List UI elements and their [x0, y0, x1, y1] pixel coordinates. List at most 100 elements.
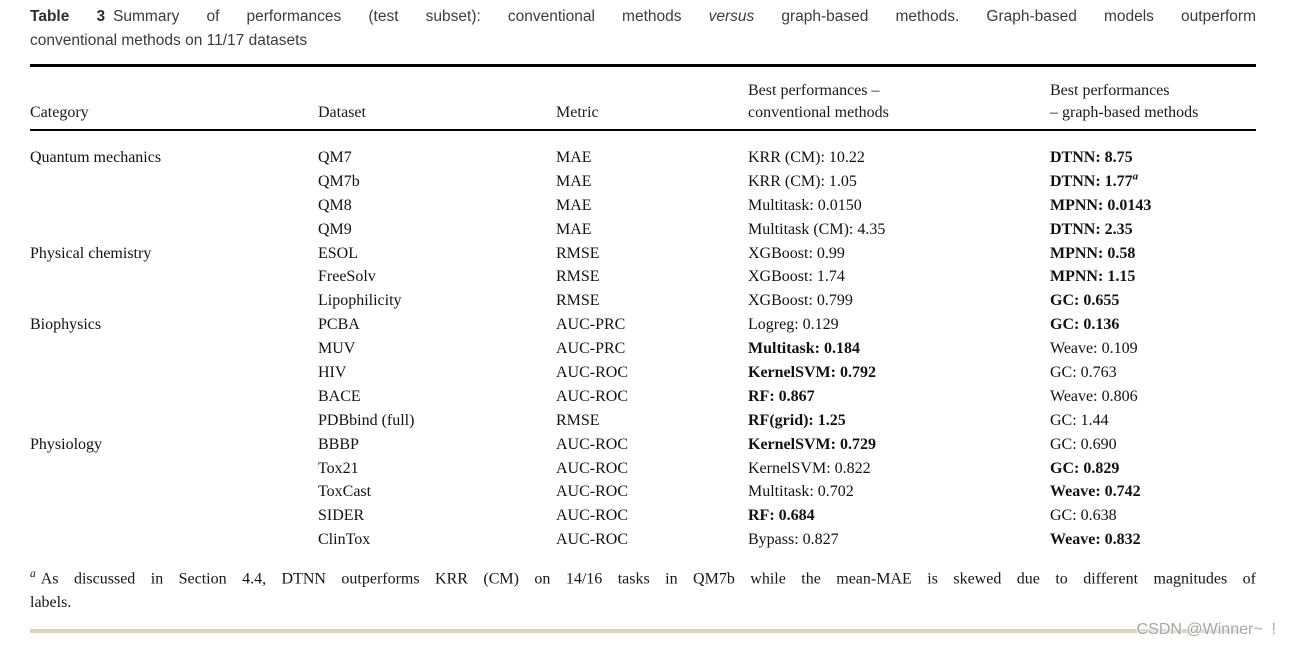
dataset-cell: ToxCast [318, 483, 372, 501]
table-row: SIDER AUC-ROC RF: 0.684 GC: 0.638 [30, 504, 1256, 528]
graph-best-text: Weave: 0.832 [1050, 531, 1141, 549]
dataset-cell: PCBA [318, 316, 360, 334]
conventional-best-cell: KernelSVM: 0.822 [748, 459, 871, 477]
category-cell [30, 337, 318, 361]
header-graph-best: Best performances – graph-based methods [1050, 80, 1256, 124]
graph-best-cell: MPNN: 0.58 [1050, 242, 1256, 266]
category-cell [30, 361, 318, 385]
conventional-best-cell: Multitask: 0.184 [748, 340, 860, 358]
dataset-cell: QM8 [318, 196, 352, 214]
graph-best-text: GC: 0.638 [1050, 507, 1117, 525]
table-row: Biophysics PCBA AUC-PRC Logreg: 0.129 GC… [30, 313, 1256, 337]
metric-cell: MAE [556, 172, 592, 190]
graph-best-cell: GC: 0.829 [1050, 457, 1256, 481]
table-row: QM9 MAE Multitask (CM): 4.35 DTNN: 2.35 [30, 218, 1256, 242]
graph-best-cell: Weave: 0.742 [1050, 480, 1256, 504]
table-header-rule [30, 129, 1256, 131]
header-graph-line-1: Best performances [1050, 82, 1170, 99]
metric-cell: AUC-ROC [556, 483, 629, 501]
footnote-line-1: a As discussed in Section 4.4, DTNN outpe… [30, 562, 1256, 591]
dataset-cell: MUV [318, 340, 356, 358]
metric-cell: MAE [556, 220, 592, 238]
category-cell [30, 409, 318, 433]
graph-best-text: GC: 0.763 [1050, 364, 1117, 382]
caption-line-2: conventional methods on 11/17 datasets [30, 32, 308, 49]
header-graph-line-2: – graph-based methods [1050, 104, 1199, 121]
dataset-cell: BBBP [318, 435, 359, 453]
footnote-text: As discussed in Section 4.4, DTNN outper… [40, 570, 1256, 588]
graph-best-cell: MPNN: 0.0143 [1050, 194, 1256, 218]
graph-best-text: MPNN: 1.15 [1050, 268, 1136, 286]
conventional-best-cell: Multitask: 0.0150 [748, 196, 862, 214]
category-cell: Physical chemistry [30, 244, 152, 262]
header-conventional-line-1: Best performances – [748, 82, 880, 99]
conventional-best-cell: XGBoost: 0.799 [748, 292, 853, 310]
graph-best-cell: GC: 0.690 [1050, 433, 1256, 457]
metric-cell: MAE [556, 149, 592, 166]
dataset-cell: HIV [318, 364, 347, 382]
table-row: Tox21 AUC-ROC KernelSVM: 0.822 GC: 0.829 [30, 457, 1256, 481]
dataset-cell: BACE [318, 387, 361, 405]
metric-cell: AUC-ROC [556, 387, 629, 405]
caption-line-1: Table 3 Summary of performances (test sub… [30, 5, 1256, 29]
conventional-best-cell: KernelSVM: 0.792 [748, 364, 876, 382]
category-cell [30, 528, 318, 552]
category-cell: Biophysics [30, 316, 102, 334]
table-row: QM7b MAE KRR (CM): 1.05 DTNN: 1.77a [30, 170, 1256, 194]
dataset-cell: PDBbind (full) [318, 411, 415, 429]
metric-cell: RMSE [556, 411, 600, 429]
table-row: Physiology BBBP AUC-ROC KernelSVM: 0.729… [30, 433, 1256, 457]
dataset-cell: Lipophilicity [318, 292, 402, 310]
category-cell [30, 265, 318, 289]
graph-best-text: GC: 0.690 [1050, 435, 1117, 453]
metric-cell: AUC-ROC [556, 507, 629, 525]
dataset-cell: Tox21 [318, 459, 359, 477]
dataset-cell: QM7 [318, 149, 352, 166]
watermark-divider-line [30, 629, 1242, 633]
graph-best-text: DTNN: 1.77 [1050, 172, 1133, 190]
conventional-best-cell: KernelSVM: 0.729 [748, 435, 876, 453]
header-conventional-best: Best performances – conventional methods [748, 80, 1050, 124]
table-row: HIV AUC-ROC KernelSVM: 0.792 GC: 0.763 [30, 361, 1256, 385]
graph-best-cell: DTNN: 2.35 [1050, 218, 1256, 242]
metric-cell: RMSE [556, 244, 600, 262]
graph-best-text: DTNN: 2.35 [1050, 220, 1133, 238]
conventional-best-cell: XGBoost: 1.74 [748, 268, 845, 286]
table-top-rule [30, 64, 1256, 67]
metric-cell: AUC-PRC [556, 340, 626, 358]
header-category: Category [30, 104, 89, 121]
conventional-best-cell: RF: 0.684 [748, 507, 815, 525]
watermark-text: CSDN @Winner~ ! [1136, 621, 1276, 638]
table-row: MUV AUC-PRC Multitask: 0.184 Weave: 0.10… [30, 337, 1256, 361]
conventional-best-cell: RF(grid): 1.25 [748, 411, 846, 429]
category-cell [30, 385, 318, 409]
metric-cell: MAE [556, 196, 592, 214]
table-caption-label: Table 3 [30, 8, 106, 25]
metric-cell: RMSE [556, 292, 600, 310]
category-cell [30, 194, 318, 218]
conventional-best-cell: Multitask (CM): 4.35 [748, 220, 886, 238]
table-header-row: Category Dataset Metric Best performance… [30, 72, 1256, 124]
table-row: Physical chemistry ESOL RMSE XGBoost: 0.… [30, 242, 1256, 266]
header-conventional-line-2: conventional methods [748, 104, 889, 121]
graph-best-cell: GC: 1.44 [1050, 409, 1256, 433]
table-caption: Table 3 Summary of performances (test sub… [30, 5, 1256, 53]
graph-best-cell: Weave: 0.109 [1050, 337, 1256, 361]
dataset-cell: SIDER [318, 507, 365, 525]
header-dataset: Dataset [318, 104, 366, 121]
metric-cell: AUC-ROC [556, 364, 629, 382]
footnote-marker: a [30, 568, 36, 580]
graph-best-cell: GC: 0.655 [1050, 289, 1256, 313]
table-footnote: a As discussed in Section 4.4, DTNN outpe… [30, 562, 1256, 615]
graph-best-text: GC: 0.655 [1050, 292, 1120, 310]
conventional-best-cell: Logreg: 0.129 [748, 316, 839, 334]
table-row: FreeSolv RMSE XGBoost: 1.74 MPNN: 1.15 [30, 265, 1256, 289]
graph-best-cell: GC: 0.638 [1050, 504, 1256, 528]
metric-cell: AUC-ROC [556, 459, 629, 477]
conventional-best-cell: Bypass: 0.827 [748, 531, 839, 549]
graph-best-text: MPNN: 0.58 [1050, 244, 1136, 262]
caption-italic-versus: versus [708, 8, 755, 25]
graph-best-text: DTNN: 8.75 [1050, 149, 1133, 166]
conventional-best-cell: XGBoost: 0.99 [748, 244, 845, 262]
